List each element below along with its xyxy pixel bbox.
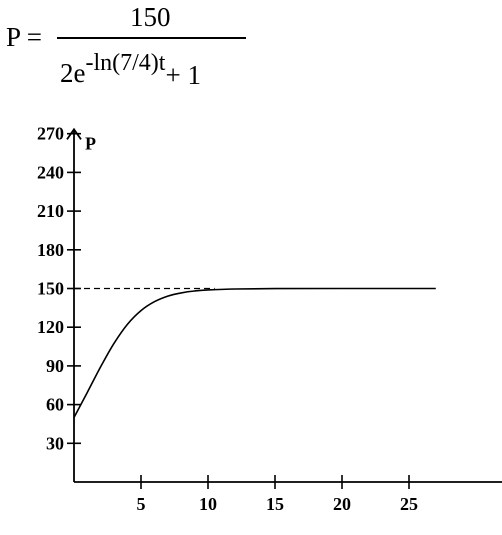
formula-lhs: P = — [6, 22, 42, 52]
denominator-exponent: -ln(7/4)t — [85, 50, 166, 76]
y-tick-label: 120 — [37, 317, 64, 337]
y-tick-label: 270 — [37, 124, 64, 144]
axes — [66, 127, 502, 483]
ticks: 5 10 15 20 25 30 60 90 120 150 180 210 240 270 — [37, 124, 418, 514]
x-tick-label: 15 — [266, 494, 284, 514]
fraction-bar — [57, 37, 246, 39]
y-tick-label: 30 — [46, 433, 64, 453]
x-tick-label: 25 — [400, 494, 418, 514]
logistic-curve — [73, 287, 436, 418]
x-tick-label: 10 — [199, 494, 217, 514]
y-tick-label: 60 — [46, 395, 64, 415]
formula-denominator: 2e-ln(7/4)t+ 1 — [60, 48, 201, 90]
formula-numerator: 150 — [130, 2, 171, 32]
x-tick-label: 5 — [137, 494, 146, 514]
y-axis-label: P — [85, 133, 96, 153]
y-tick-label: 90 — [46, 356, 64, 376]
y-tick-label: 150 — [37, 279, 64, 299]
denominator-base: 2e — [60, 58, 86, 88]
denominator-plus-one: + 1 — [165, 60, 201, 90]
x-tick-label: 20 — [333, 494, 351, 514]
y-tick-label: 210 — [37, 201, 64, 221]
y-tick-label: 180 — [37, 240, 64, 260]
y-axis-arrow — [66, 127, 82, 140]
y-tick-label: 240 — [37, 162, 64, 182]
formula: P = 150 2e-ln(7/4)t+ 1 — [0, 0, 300, 90]
